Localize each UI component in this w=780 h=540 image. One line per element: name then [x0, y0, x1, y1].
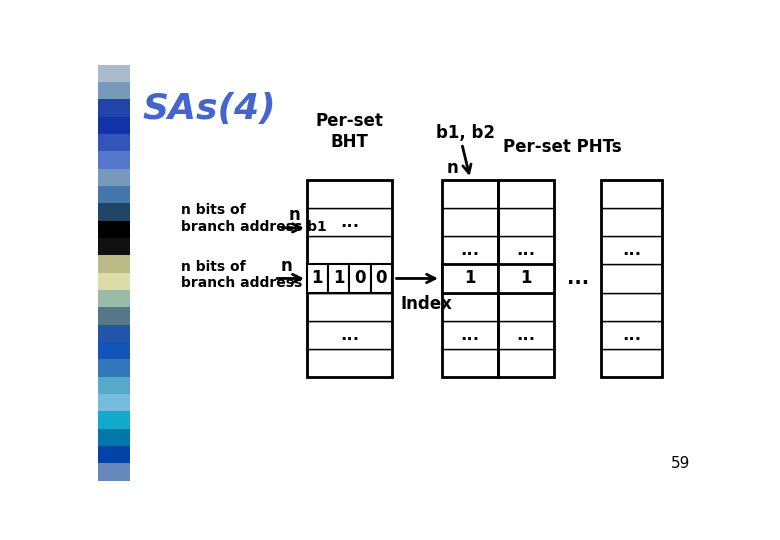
Text: n: n	[446, 159, 458, 177]
Bar	[442, 180, 498, 208]
Bar	[307, 208, 392, 237]
Text: ...: ...	[516, 326, 536, 343]
Bar	[98, 394, 130, 411]
Bar	[307, 293, 392, 321]
Bar	[442, 237, 498, 265]
Bar	[498, 293, 554, 321]
Bar	[601, 180, 661, 208]
Bar	[370, 265, 392, 293]
Bar	[442, 321, 498, 349]
Bar	[601, 180, 661, 377]
Text: n bits of
branch address b1: n bits of branch address b1	[181, 204, 327, 234]
Bar	[98, 99, 130, 117]
Bar	[442, 293, 498, 321]
Text: ...: ...	[340, 326, 359, 343]
Bar	[98, 168, 130, 186]
Bar	[98, 325, 130, 342]
Bar	[442, 208, 498, 237]
Bar	[98, 463, 130, 481]
Bar	[601, 208, 661, 237]
Bar	[98, 273, 130, 290]
Bar	[442, 349, 498, 377]
Text: 0: 0	[354, 269, 366, 287]
Bar	[498, 180, 554, 377]
Text: 0: 0	[376, 269, 387, 287]
Bar	[307, 237, 392, 265]
Text: SAs(4): SAs(4)	[143, 92, 276, 126]
Bar	[601, 265, 661, 293]
Bar	[98, 411, 130, 429]
Bar	[98, 290, 130, 307]
Bar	[98, 204, 130, 221]
Bar	[601, 237, 661, 265]
Bar	[98, 65, 130, 82]
Bar	[498, 265, 554, 293]
Bar	[498, 321, 554, 349]
Text: n bits of
branch address b2: n bits of branch address b2	[181, 260, 327, 290]
Bar	[307, 180, 392, 377]
Bar	[98, 238, 130, 255]
Bar	[98, 446, 130, 463]
Text: ...: ...	[461, 326, 480, 343]
Text: Index: Index	[401, 295, 453, 313]
Text: ...: ...	[622, 326, 641, 343]
Bar	[442, 265, 498, 293]
Bar	[328, 265, 349, 293]
Bar	[601, 349, 661, 377]
Text: ...: ...	[622, 241, 641, 259]
Bar	[98, 221, 130, 238]
Text: 1: 1	[520, 269, 532, 287]
Text: b1, b2: b1, b2	[436, 124, 495, 142]
Bar	[307, 321, 392, 349]
Bar	[98, 307, 130, 325]
Bar	[498, 265, 554, 293]
Bar	[98, 82, 130, 99]
Bar	[98, 151, 130, 168]
Text: Per-set
BHT: Per-set BHT	[315, 112, 383, 151]
Bar	[98, 429, 130, 446]
Bar	[498, 237, 554, 265]
Bar	[307, 265, 328, 293]
Text: 1: 1	[312, 269, 323, 287]
Bar	[98, 342, 130, 359]
Bar	[442, 180, 498, 377]
Bar	[498, 180, 554, 208]
Bar	[98, 377, 130, 394]
Text: 1: 1	[465, 269, 476, 287]
Bar	[601, 321, 661, 349]
Bar	[98, 117, 130, 134]
Text: 1: 1	[333, 269, 345, 287]
Text: ...: ...	[340, 213, 359, 231]
Bar	[498, 208, 554, 237]
Bar	[442, 265, 498, 293]
Text: 59: 59	[671, 456, 690, 471]
Bar	[98, 359, 130, 377]
Bar	[349, 265, 370, 293]
Bar	[98, 255, 130, 273]
Bar	[98, 134, 130, 151]
Bar	[307, 349, 392, 377]
Text: n: n	[280, 256, 292, 275]
Bar	[601, 293, 661, 321]
Text: ...: ...	[567, 269, 589, 288]
Text: ...: ...	[461, 241, 480, 259]
Text: n: n	[289, 206, 300, 224]
Text: ...: ...	[516, 241, 536, 259]
Bar	[498, 349, 554, 377]
Text: Per-set PHTs: Per-set PHTs	[503, 138, 622, 156]
Bar	[98, 186, 130, 204]
Bar	[307, 265, 392, 293]
Bar	[307, 180, 392, 208]
